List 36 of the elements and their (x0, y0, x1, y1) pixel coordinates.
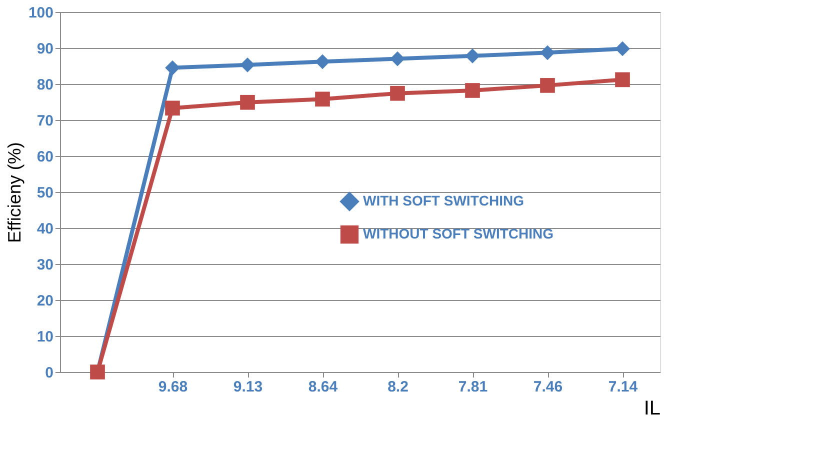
legend-label: WITH SOFT SWITCHING (363, 192, 524, 208)
y-tick-label: 80 (36, 76, 54, 94)
point (315, 92, 330, 107)
x-tick-label: 9.13 (233, 378, 263, 396)
y-tick-label: 20 (36, 292, 54, 310)
point (465, 83, 480, 98)
point (390, 86, 405, 101)
y-tick-label: 40 (36, 220, 54, 238)
point (540, 45, 555, 60)
y-tick-label: 100 (28, 4, 54, 22)
y-tick-label: 90 (36, 40, 54, 58)
point (315, 54, 330, 70)
point (390, 51, 405, 66)
y-tick-label: 10 (36, 328, 54, 346)
point (165, 100, 180, 116)
x-tick-label: 8.64 (308, 378, 338, 396)
y-tick-label: 60 (36, 148, 54, 166)
point (240, 58, 255, 72)
legend-label: WITHOUT SOFT SWITCHING (363, 226, 554, 242)
point (165, 60, 180, 76)
point (540, 78, 555, 93)
point (465, 48, 480, 64)
x-tick-label: 7.46 (533, 378, 563, 396)
point (240, 94, 255, 110)
y-tick-label: 30 (36, 256, 54, 274)
y-tick-label: 50 (36, 184, 54, 202)
y-axis-title: Efficieny (%) (4, 142, 24, 243)
y-tick-label: 0 (45, 364, 54, 382)
x-tick-label: 8.2 (388, 378, 408, 396)
x-tick-label: 9.68 (158, 378, 188, 396)
x-axis-title: IL (644, 398, 660, 420)
point (615, 72, 630, 88)
y-tick-label: 70 (36, 112, 54, 130)
x-tick-label: 7.14 (608, 378, 638, 396)
x-tick-label: 7.81 (458, 378, 488, 396)
point (615, 41, 630, 56)
